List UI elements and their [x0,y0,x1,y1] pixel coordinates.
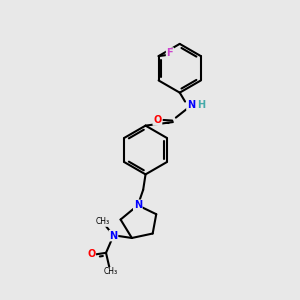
Text: F: F [167,48,173,58]
Text: N: N [110,231,118,241]
Text: N: N [134,200,142,210]
Text: CH₃: CH₃ [104,267,118,276]
Text: O: O [87,249,95,259]
Text: O: O [153,115,162,125]
Text: H: H [197,100,205,110]
Text: N: N [187,100,195,110]
Text: CH₃: CH₃ [96,218,110,226]
